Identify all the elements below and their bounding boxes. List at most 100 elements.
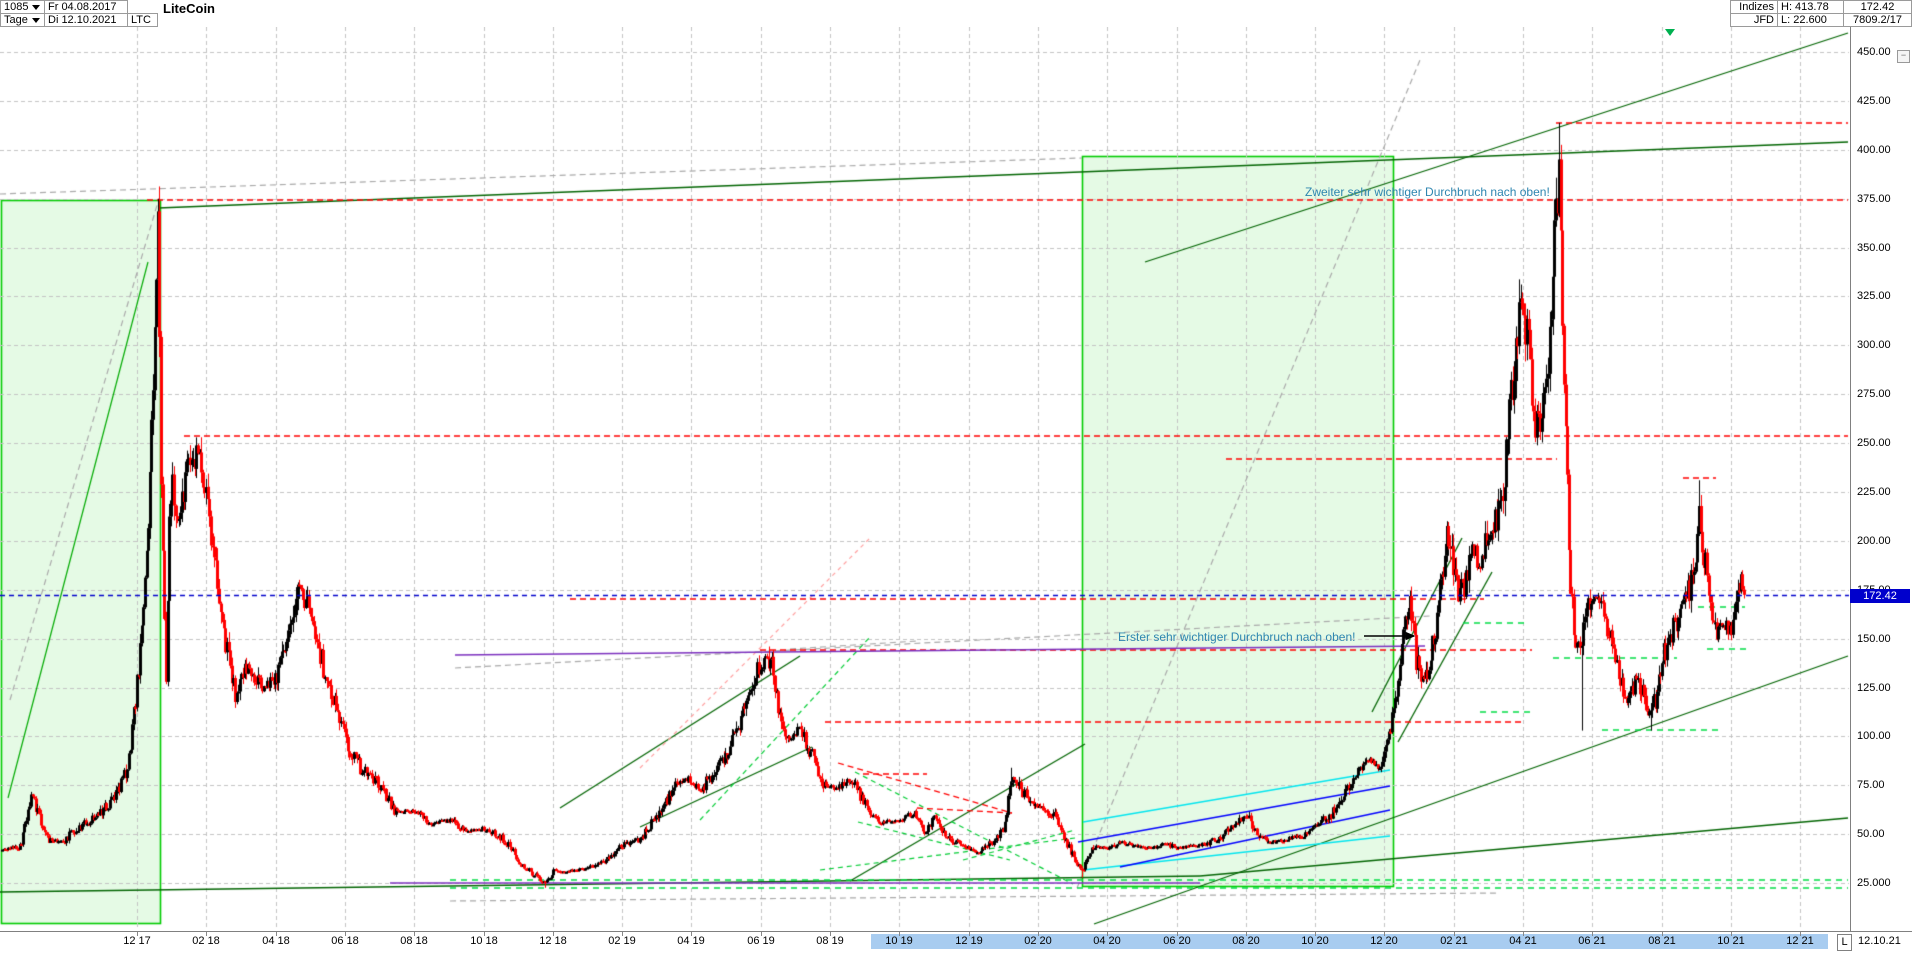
x-tick-label: 02 20: [1024, 935, 1052, 947]
y-tick-label: 350.00: [1857, 241, 1891, 254]
chart-title: LiteCoin: [160, 0, 218, 16]
x-tick-label: 10 18: [470, 935, 498, 947]
x-tick-label: 04 21: [1509, 935, 1537, 947]
y-tick-label: 375.00: [1857, 192, 1891, 205]
y-tick-label: 75.00: [1857, 779, 1885, 792]
x-tick-label: 12 21: [1786, 935, 1814, 947]
x-tick-mark: [1592, 932, 1593, 936]
x-tick-label: 02 19: [608, 935, 636, 947]
x-tick-label: 06 19: [747, 935, 775, 947]
volume-info-cell: 7809.2/17: [1843, 13, 1912, 27]
y-tick-label: 425.00: [1857, 94, 1891, 107]
last-date-label: 12.10.21: [1858, 935, 1901, 947]
x-tick-label: 02 18: [192, 935, 220, 947]
x-tick-mark: [1662, 932, 1663, 936]
x-tick-mark: [1731, 932, 1732, 936]
x-tick-mark: [1523, 932, 1524, 936]
x-tick-mark: [830, 932, 831, 936]
date-to-cell: Di 12.10.2021: [44, 13, 128, 27]
x-tick-mark: [553, 932, 554, 936]
x-tick-mark: [276, 932, 277, 936]
x-tick-mark: [1177, 932, 1178, 936]
x-tick-mark: [1315, 932, 1316, 936]
provider-cell: JFD: [1730, 13, 1778, 27]
x-axis-highlight-range: [871, 934, 1828, 949]
provider-value: JFD: [1753, 14, 1774, 26]
x-tick-label: 12 17: [123, 935, 151, 947]
x-tick-label: 08 18: [400, 935, 428, 947]
x-tick-label: 04 18: [262, 935, 290, 947]
chevron-down-icon: [31, 17, 40, 23]
x-tick-mark: [622, 932, 623, 936]
period-high-cell: H: 413.78: [1777, 0, 1844, 14]
date-from-cell: Fr 04.08.2017: [44, 0, 128, 14]
x-tick-label: 04 20: [1093, 935, 1121, 947]
x-tick-mark: [761, 932, 762, 936]
x-tick-mark: [1454, 932, 1455, 936]
y-tick-label: 100.00: [1857, 730, 1891, 743]
y-tick-label: 125.00: [1857, 681, 1891, 694]
x-tick-label: 08 19: [816, 935, 844, 947]
x-tick-mark: [1800, 932, 1801, 936]
y-tick-label: 250.00: [1857, 437, 1891, 450]
bars-count-value: 1085: [4, 1, 29, 13]
candlestick-canvas[interactable]: [0, 27, 1850, 931]
x-tick-label: 12 19: [955, 935, 983, 947]
chevron-down-icon: [32, 4, 41, 10]
y-tick-label: 225.00: [1857, 486, 1891, 498]
period-low-value: L: 22.600: [1781, 14, 1827, 26]
x-tick-label: 08 21: [1648, 935, 1676, 947]
date-from-value: Fr 04.08.2017: [48, 1, 117, 13]
y-tick-label: 275.00: [1857, 388, 1891, 401]
header-band: 1085 Fr 04.08.2017 Tage Di 12.10.2021 LT…: [0, 0, 1912, 28]
group-cell: Indizes: [1730, 0, 1778, 14]
last-price-value: 172.42: [1860, 1, 1895, 13]
x-tick-mark: [1246, 932, 1247, 936]
x-tick-mark: [137, 932, 138, 936]
x-tick-label: 10 21: [1717, 935, 1745, 947]
x-tick-label: 08 20: [1232, 935, 1260, 947]
x-tick-mark: [969, 932, 970, 936]
x-tick-label: 12 20: [1370, 935, 1398, 947]
axis-collapse-icon[interactable]: −: [1897, 50, 1910, 63]
x-tick-label: 10 19: [885, 935, 913, 947]
x-tick-mark: [345, 932, 346, 936]
x-tick-label: 06 20: [1163, 935, 1191, 947]
y-tick-label: 25.000: [1857, 877, 1891, 890]
y-tick-label: 150.00: [1857, 632, 1891, 645]
breakout-arrow-icon: [1364, 631, 1416, 641]
lin-log-toggle[interactable]: L: [1837, 934, 1852, 951]
symbol-cell: LTC: [127, 13, 158, 27]
annotation-first-breakout: Erster sehr wichtiger Durchbruch nach ob…: [1118, 630, 1356, 644]
y-tick-label: 325.00: [1857, 290, 1891, 303]
x-tick-mark: [484, 932, 485, 936]
symbol-value: LTC: [131, 14, 151, 26]
annotation-second-breakout: Zweiter sehr wichtiger Durchbruch nach o…: [1305, 185, 1550, 199]
x-tick-label: 02 21: [1440, 935, 1468, 947]
x-tick-mark: [691, 932, 692, 936]
y-tick-label: 200.00: [1857, 534, 1891, 547]
volume-info-value: 7809.2/17: [1853, 14, 1902, 26]
y-axis: 450.00 425.00 400.00 375.00 350.00 325.00 300.…: [1851, 27, 1912, 931]
y-tick-label: 300.00: [1857, 339, 1891, 352]
x-tick-mark: [1038, 932, 1039, 936]
last-price-cell: 172.42: [1843, 0, 1912, 14]
current-price-badge: 172.42: [1850, 588, 1910, 603]
x-tick-label: 04 19: [677, 935, 705, 947]
period-high-value: H: 413.78: [1781, 1, 1829, 13]
date-to-value: Di 12.10.2021: [48, 14, 117, 26]
period-dropdown[interactable]: Tage: [0, 13, 45, 27]
y-tick-label: 450.00: [1857, 46, 1891, 58]
x-tick-mark: [414, 932, 415, 936]
chart-plot-area[interactable]: [0, 27, 1851, 931]
x-tick-mark: [1107, 932, 1108, 936]
y-tick-label: 400.00: [1857, 143, 1891, 156]
x-tick-label: 12 18: [539, 935, 567, 947]
period-value: Tage: [4, 14, 28, 26]
x-tick-label: 10 20: [1301, 935, 1329, 947]
bars-count-dropdown[interactable]: 1085: [0, 0, 45, 14]
period-low-cell: L: 22.600: [1777, 13, 1844, 27]
x-tick-label: 06 21: [1578, 935, 1606, 947]
breakout-triangle-icon: [1665, 29, 1675, 36]
